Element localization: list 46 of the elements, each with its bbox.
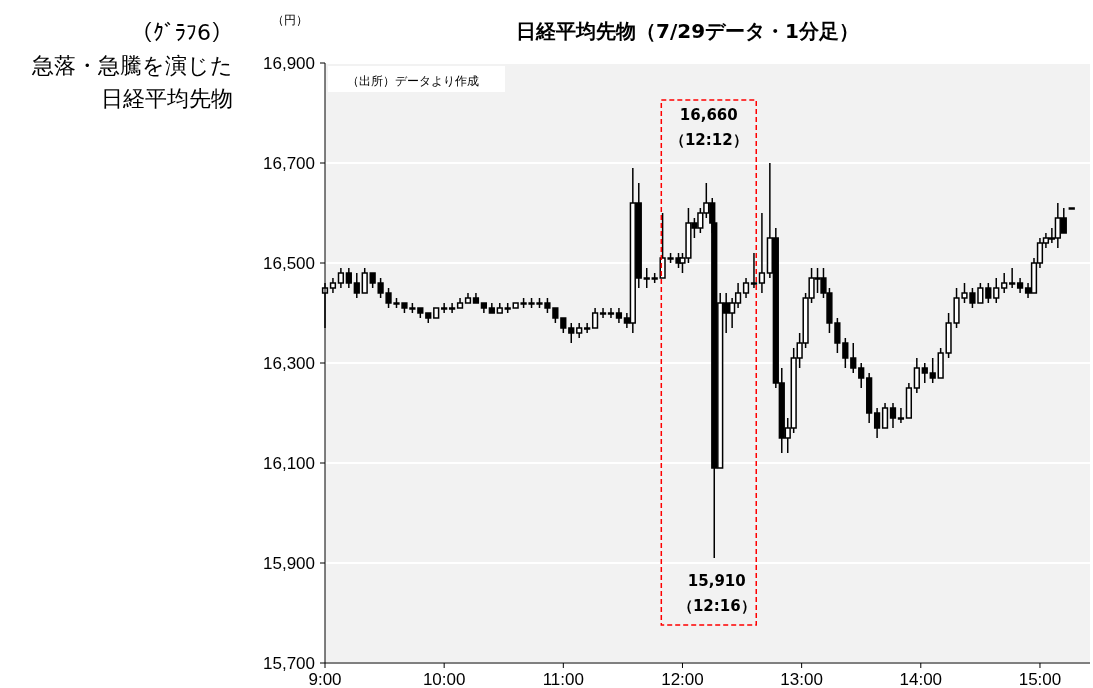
candlestick	[568, 322, 575, 344]
y-tick-label: 16,500	[263, 254, 315, 273]
candlestick	[361, 267, 368, 294]
candlestick	[591, 307, 599, 329]
x-tick-label: 12:00	[661, 670, 704, 688]
annotation: （出所）データより作成	[347, 74, 479, 88]
candlestick	[345, 267, 352, 289]
x-tick-label: 15:00	[1018, 670, 1062, 688]
candlestick	[921, 362, 928, 384]
x-tick-label: 10:00	[422, 670, 466, 688]
text: 急落・急騰を演じた日経平均先物	[31, 53, 233, 111]
x-tick-label: 13:00	[780, 670, 823, 688]
candlestick	[599, 307, 607, 319]
candlestick	[929, 357, 936, 384]
candlestick	[643, 267, 650, 289]
y-tick-label: 16,100	[263, 454, 315, 473]
candlestick	[889, 402, 897, 429]
candlestick	[742, 277, 750, 299]
y-tick-label: 15,900	[263, 554, 315, 573]
candlestick	[337, 267, 345, 289]
y-axis-title: （円）	[272, 13, 308, 27]
y-tick-label: 16,700	[263, 154, 315, 173]
text: （ｸﾞﾗﾌ6）	[131, 20, 233, 45]
candlestick	[353, 272, 360, 299]
candlestick	[858, 362, 865, 389]
candlestick	[993, 277, 1000, 304]
y-tick-label: 16,300	[263, 354, 315, 373]
x-tick-label: 11:00	[542, 670, 584, 688]
candlestick	[897, 407, 905, 424]
y-tick-label: 16,900	[263, 54, 315, 73]
candlestick	[448, 302, 456, 314]
picture-source-note-box: （出所）データより作成	[328, 66, 505, 92]
y-tick-label: 15,700	[263, 654, 315, 673]
annotation: 16,660 （12:12）	[669, 106, 748, 149]
candlestick	[873, 407, 881, 439]
candlestick	[1009, 267, 1016, 289]
x-tick-label: 14:00	[899, 670, 943, 688]
candlestick	[441, 302, 448, 314]
chart-title: 日経平均先物（7/29データ・1分足）	[516, 19, 859, 43]
candlestick	[607, 307, 615, 319]
candlestick	[584, 322, 591, 334]
candlestick	[1001, 272, 1008, 294]
annotation: 15,910 （12:16）	[677, 572, 756, 615]
candlestick	[850, 342, 857, 374]
candlestick	[881, 402, 889, 429]
x-tick-label: 9:00	[308, 670, 342, 688]
